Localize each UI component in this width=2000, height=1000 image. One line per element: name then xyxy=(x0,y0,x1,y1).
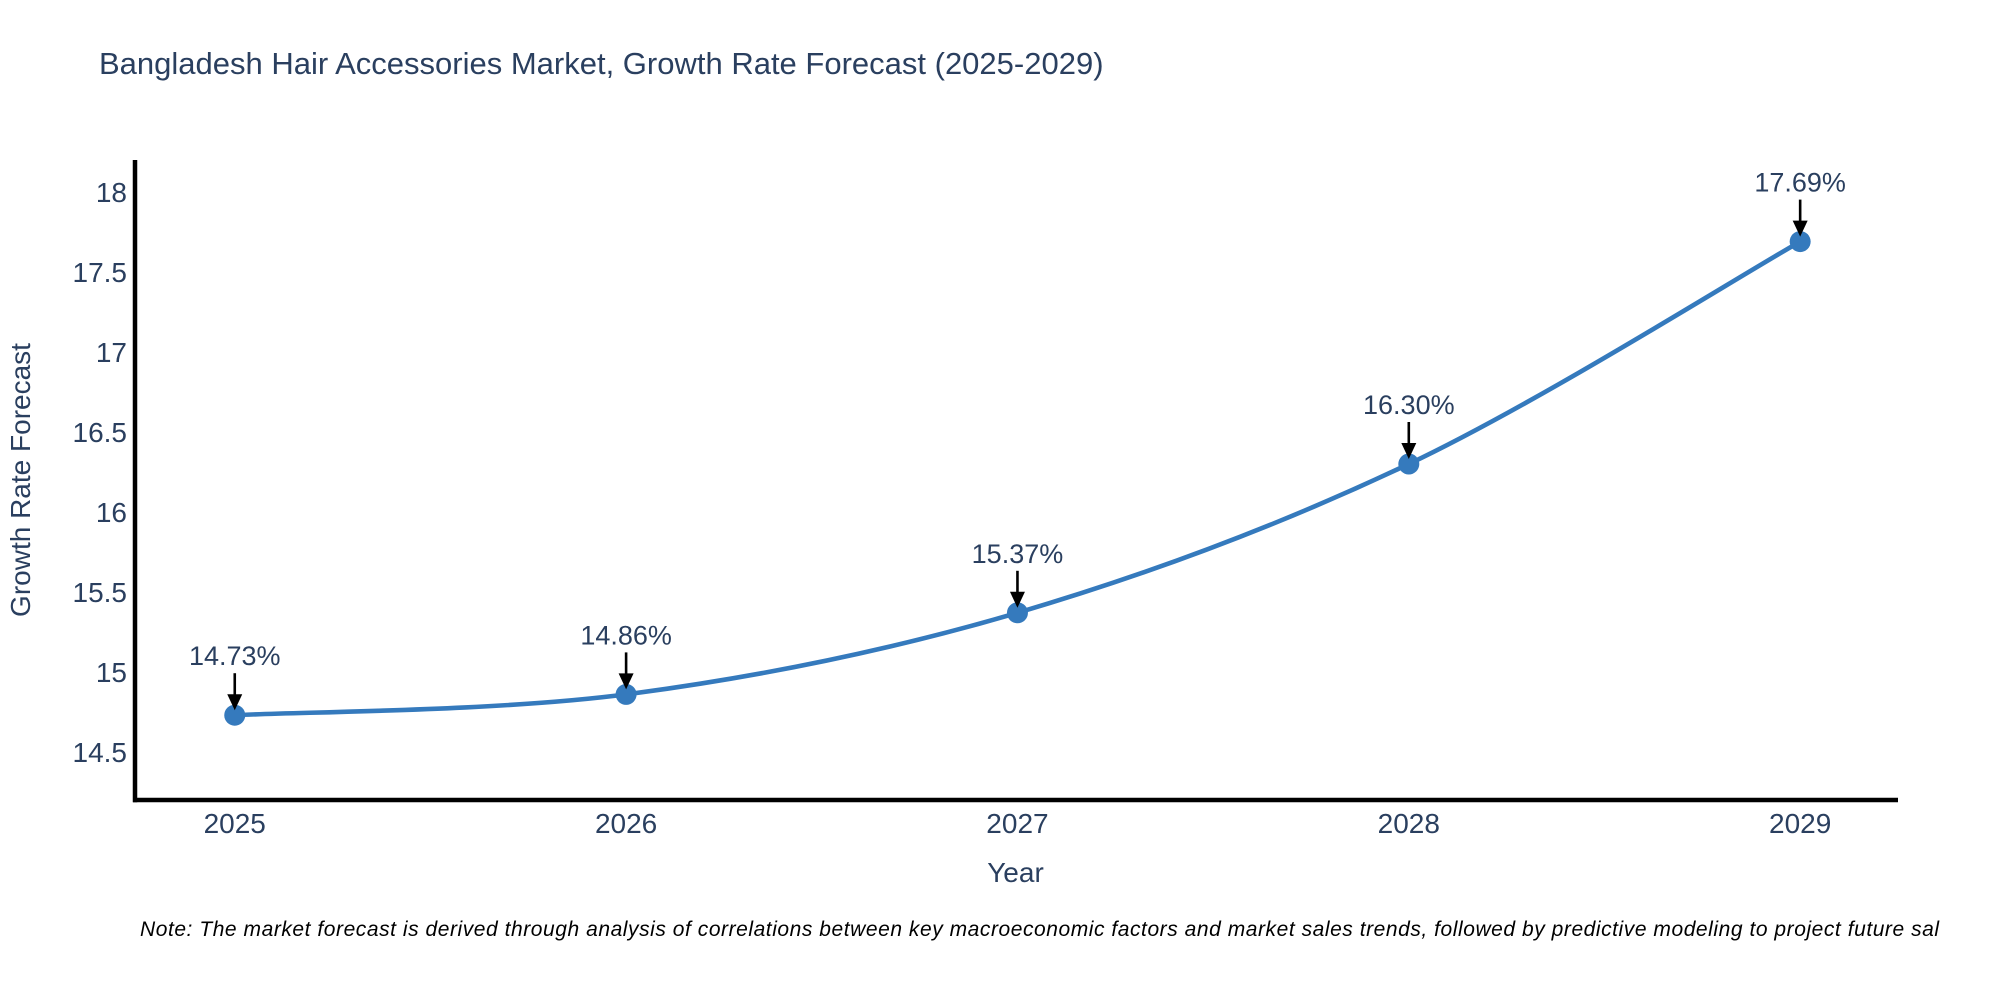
data-point-marker[interactable] xyxy=(615,683,637,705)
y-tick-label: 16 xyxy=(96,497,127,528)
annotation-arrowhead-icon xyxy=(618,673,634,690)
data-point-marker[interactable] xyxy=(224,704,246,726)
y-tick-label: 16.5 xyxy=(73,417,128,448)
x-tick-label: 2029 xyxy=(1769,808,1831,839)
x-tick-label: 2025 xyxy=(204,808,266,839)
x-tick-label: 2026 xyxy=(595,808,657,839)
x-tick-label: 2027 xyxy=(986,808,1048,839)
footnote: Note: The market forecast is derived thr… xyxy=(140,918,1940,941)
chart-title: Bangladesh Hair Accessories Market, Grow… xyxy=(99,46,1104,81)
point-annotation-label: 14.73% xyxy=(189,641,281,671)
point-annotation-label: 14.86% xyxy=(580,620,672,650)
y-tick-label: 14.5 xyxy=(73,737,128,768)
point-annotation-label: 16.30% xyxy=(1363,390,1455,420)
annotation-arrowhead-icon xyxy=(1792,220,1808,237)
y-axis-title: Growth Rate Forecast xyxy=(5,343,36,617)
y-tick-label: 17.5 xyxy=(73,257,128,288)
y-tick-label: 15 xyxy=(96,657,127,688)
y-tick-label: 18 xyxy=(96,177,127,208)
data-point-marker[interactable] xyxy=(1006,602,1028,624)
data-point-marker[interactable] xyxy=(1398,453,1420,475)
x-tick-label: 2028 xyxy=(1378,808,1440,839)
annotation-arrowhead-icon xyxy=(1009,591,1025,608)
point-annotation-label: 17.69% xyxy=(1754,168,1846,198)
data-point-marker[interactable] xyxy=(1789,231,1811,253)
annotation-arrowhead-icon xyxy=(1401,443,1417,459)
x-axis-title: Year xyxy=(987,857,1044,888)
annotation-arrowhead-icon xyxy=(227,694,243,711)
point-annotation-label: 15.37% xyxy=(972,539,1064,569)
series-line xyxy=(232,239,1803,718)
y-tick-label: 17 xyxy=(96,337,127,368)
y-tick-label: 15.5 xyxy=(73,577,128,608)
